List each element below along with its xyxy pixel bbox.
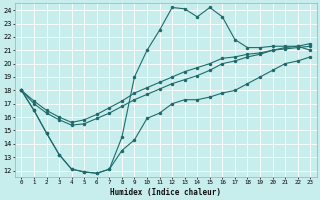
X-axis label: Humidex (Indice chaleur): Humidex (Indice chaleur)	[110, 188, 221, 197]
